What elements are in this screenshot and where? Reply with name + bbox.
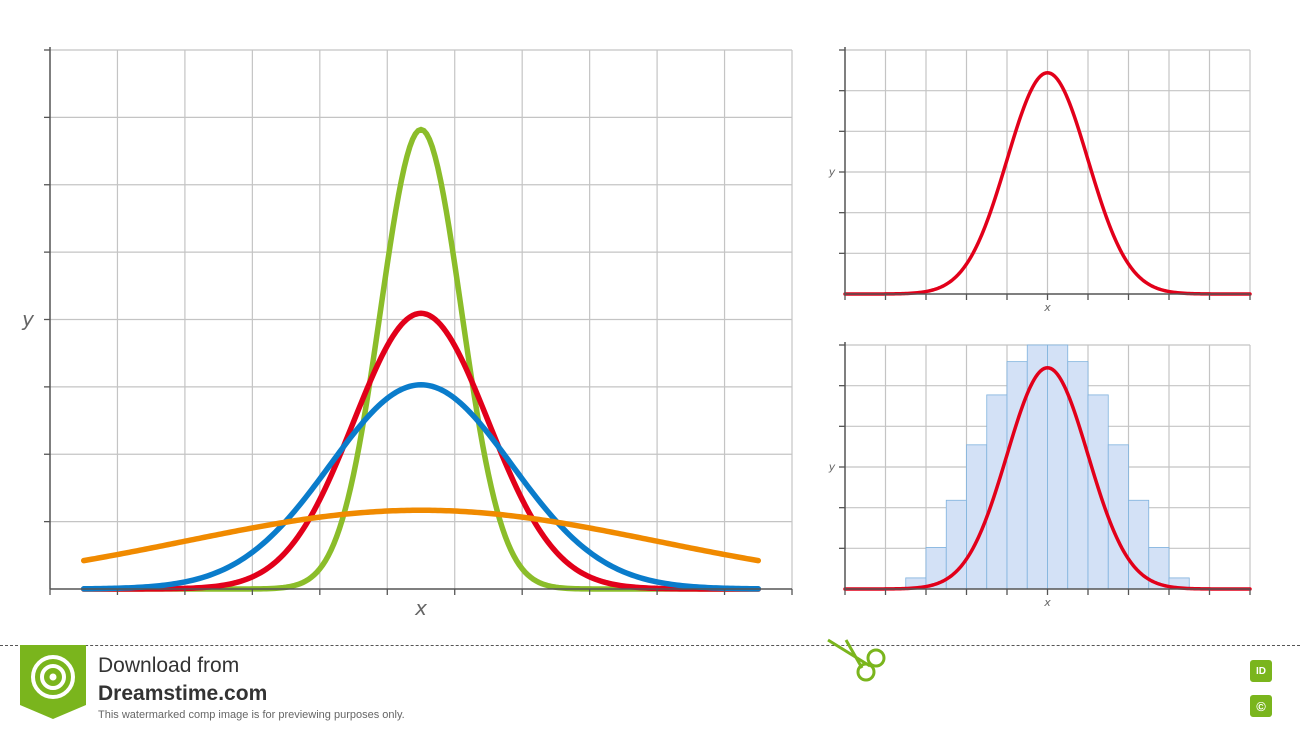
scissors-icon <box>827 638 886 682</box>
histogram-bar <box>1067 361 1089 590</box>
histogram-bar <box>966 444 988 590</box>
x-axis-label: x <box>1043 596 1051 609</box>
normal-curve-series <box>843 71 1252 296</box>
histogram-bar <box>1026 344 1048 590</box>
dashed-cut-line <box>0 645 1300 646</box>
download-title: Download from <box>98 654 240 677</box>
download-footer: Download from Dreamstime.com This waterm… <box>0 638 1300 734</box>
bottom-right-histogram-chart: xy <box>828 342 1252 609</box>
x-axis-label: x <box>1043 301 1051 314</box>
normal-curve-series <box>843 366 1252 591</box>
histogram-bar <box>1006 361 1028 590</box>
histogram-bar <box>1047 344 1069 590</box>
main-chart: xy <box>21 47 793 620</box>
watermark-note: This watermarked comp image is for previ… <box>98 709 405 721</box>
top-right-chart: xy <box>828 47 1252 314</box>
y-axis-label: y <box>828 166 836 179</box>
x-axis-label: x <box>414 596 427 620</box>
charts-canvas: xy xy xy <box>21 47 1252 620</box>
dreamstime-logo-icon <box>20 645 86 719</box>
histogram-bar <box>1107 444 1129 590</box>
y-axis-label: y <box>21 307 35 331</box>
normal-curve-series <box>80 507 762 564</box>
copyright-button[interactable]: © <box>1250 695 1272 717</box>
site-name[interactable]: Dreamstime.com <box>98 682 268 705</box>
normal-curve-series <box>80 382 762 592</box>
id-button[interactable]: ID <box>1250 660 1272 682</box>
normal-curve-series <box>80 310 762 592</box>
y-axis-label: y <box>828 461 836 474</box>
